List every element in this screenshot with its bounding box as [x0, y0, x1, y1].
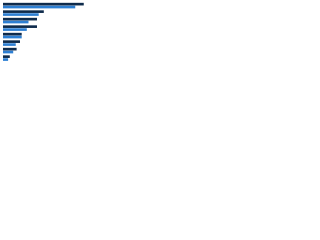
- bar: [3, 2, 84, 6]
- bar: [3, 35, 22, 39]
- bar: [3, 40, 20, 43]
- bar: [3, 55, 10, 58]
- bar: [3, 43, 16, 46]
- page: {"chart_data": {"type": "bar", "orientat…: [0, 0, 100, 71]
- bar: [3, 28, 27, 31]
- bar: [3, 58, 9, 61]
- bar: [3, 10, 44, 13]
- bar: [3, 20, 29, 24]
- bar: [3, 50, 14, 54]
- bar: [3, 25, 37, 28]
- bar: [3, 47, 17, 51]
- bar: [3, 32, 22, 36]
- bar: [3, 5, 76, 9]
- bar: [3, 17, 37, 21]
- chart: [3, 2, 84, 61]
- bar: [3, 13, 39, 16]
